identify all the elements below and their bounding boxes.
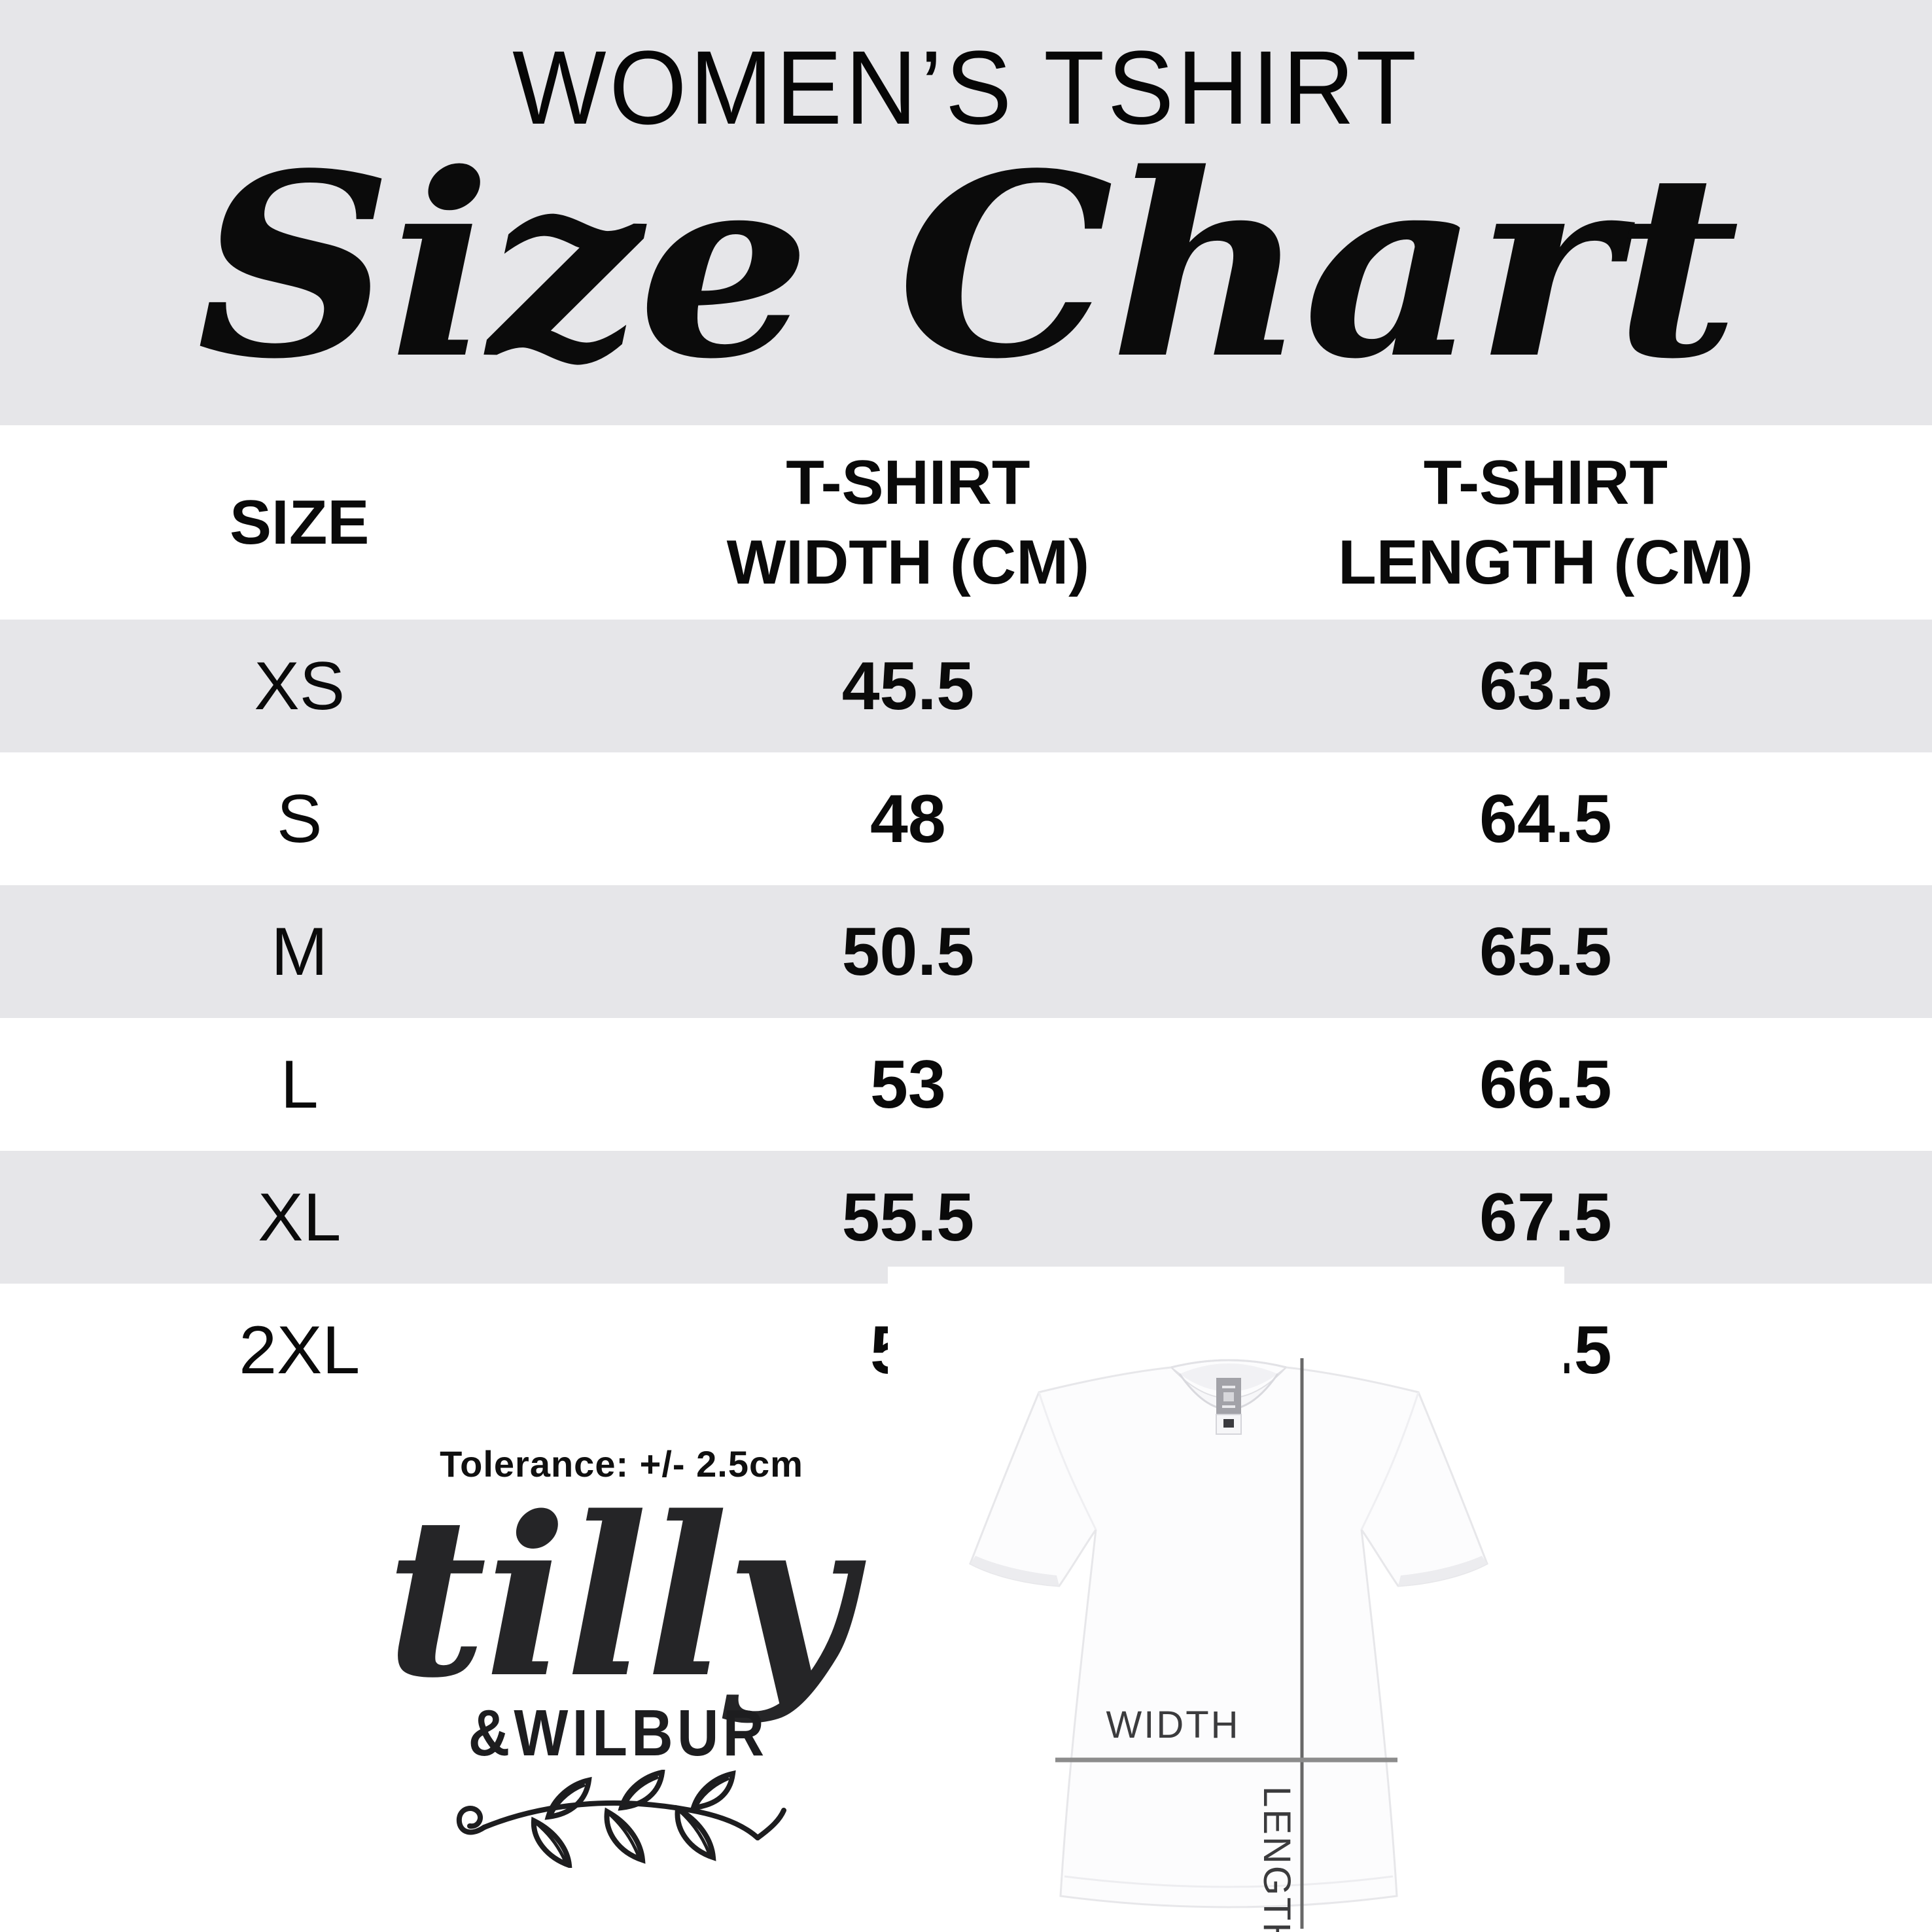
size-cell: 2XL (239, 1312, 360, 1388)
table-row: XL 55.5 67.5 (0, 1151, 1932, 1284)
header-band: WOMEN’S TSHIRT Size Chart (0, 0, 1932, 425)
laurel-branch-icon (456, 1768, 786, 1869)
width-cell: 50.5 (841, 913, 975, 990)
sleeve-shade-left (970, 1556, 1059, 1586)
width-cell: 45.5 (841, 648, 975, 724)
column-header-width-line1: T-SHIRT (786, 447, 1030, 518)
size-table: SIZE T-SHIRT WIDTH (CM) T-SHIRT LENGTH (… (0, 425, 1932, 1416)
page-title: WOMEN’S TSHIRT (512, 29, 1420, 146)
column-header-size: SIZE (0, 483, 599, 563)
neck-tag-icon (1216, 1378, 1242, 1435)
length-label: LENGTH (1256, 1786, 1298, 1932)
column-header-width: T-SHIRT WIDTH (CM) (599, 443, 1217, 603)
brand-name-script: tilly (385, 1469, 853, 1727)
tolerance-note: Tolerance: +/- 2.5cm (440, 1443, 803, 1484)
brand-logo: tilly &WILBUR (0, 1477, 1237, 1871)
table-row: S 48 64.5 (0, 752, 1932, 885)
hem-stitch (1064, 1875, 1394, 1888)
column-header-length-line1: T-SHIRT (1423, 447, 1668, 518)
page-subtitle-script: Size Chart (196, 118, 1740, 414)
tshirt-photo: WIDTH LENGTH (888, 1269, 1564, 1932)
column-header-length-line2: LENGTH (CM) (1338, 527, 1753, 597)
length-cell: 64.5 (1479, 781, 1612, 857)
width-cell: 53 (870, 1046, 946, 1123)
size-cell: L (280, 1046, 319, 1123)
table-header-row: SIZE T-SHIRT WIDTH (CM) T-SHIRT LENGTH (… (0, 425, 1932, 620)
collar-inner-shadow (1180, 1363, 1278, 1392)
size-cell: XL (258, 1179, 342, 1256)
table-row: L 53 66.5 (0, 1018, 1932, 1151)
width-cell: 55.5 (841, 1179, 975, 1256)
width-label: WIDTH (1106, 1704, 1240, 1746)
length-cell: 67.5 (1479, 1179, 1612, 1256)
width-cell: 48 (870, 781, 946, 857)
table-row: M 50.5 65.5 (0, 885, 1932, 1018)
size-cell: XS (254, 648, 345, 724)
sleeve-shade-right (1398, 1556, 1487, 1586)
back-collar (1170, 1359, 1287, 1369)
table-body: XS 45.5 63.5 S 48 64.5 M 50.5 65.5 (0, 620, 1932, 1416)
brand-name-caps: &WILBUR (468, 1696, 769, 1770)
seam-left (1038, 1392, 1097, 1530)
size-cell: M (271, 913, 328, 990)
column-header-length: T-SHIRT LENGTH (CM) (1217, 443, 1874, 603)
length-cell: 66.5 (1479, 1046, 1612, 1123)
column-header-width-line2: WIDTH (CM) (726, 527, 1090, 597)
column-header-size-label: SIZE (230, 487, 370, 557)
length-cell: 65.5 (1479, 913, 1612, 990)
length-cell: 63.5 (1479, 648, 1612, 724)
tshirt-outline: WIDTH LENGTH (969, 1358, 1488, 1932)
seam-right (1360, 1392, 1420, 1530)
table-row: XS 45.5 63.5 (0, 620, 1932, 752)
size-cell: S (277, 781, 323, 857)
